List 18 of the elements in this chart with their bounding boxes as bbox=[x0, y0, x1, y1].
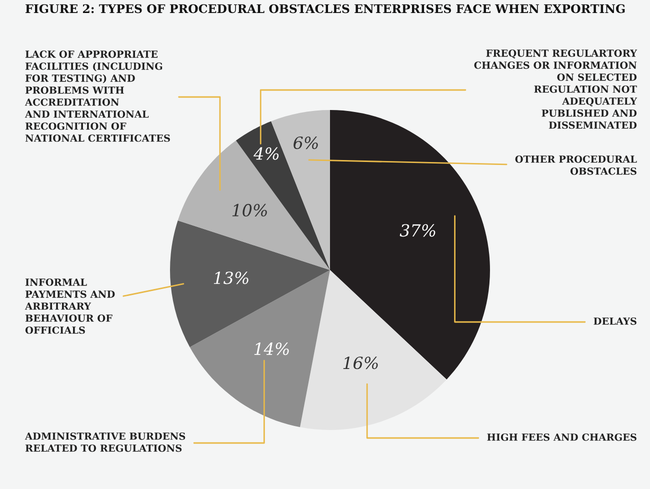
slice-label: INFORMAL PAYMENTS AND ARBITRARY BEHAVIOUR OF OFFICIALS bbox=[24, 278, 115, 334]
slice-label: HIGH FEES AND CHARGES bbox=[487, 433, 636, 441]
pie-slice bbox=[190, 270, 330, 428]
slice-label: OTHER PROCEDURAL OBSTACLES bbox=[515, 155, 637, 175]
slice-label: ADMINISTRATIVE BURDENS RELATED TO REGULATIONS bbox=[24, 432, 186, 452]
pie-slice bbox=[300, 270, 447, 430]
pie-slice bbox=[330, 110, 490, 380]
data-label: 16% bbox=[343, 356, 378, 370]
chart-title: FIGURE 2: TYPES OF PROCEDURAL OBSTACLES ENTERPRISES FACE WHEN EXPORTING bbox=[26, 4, 625, 14]
data-label: 6% bbox=[294, 136, 318, 150]
slice-label: FREQUENT REGULARTORY CHANGES OR INFORMATION ON SELECTED REGULATION NOT ADEQUATELY PUBLISHED AND DISSEMINATED bbox=[474, 49, 638, 129]
slice-label: LACK OF APPROPRIATE FACILITIES (INCLUDING FOR TESTING) AND PROBLEMS WITH ACCREDITATION AND INTERNATIONAL RECOGNITION OF NATIONAL CERTIFICATES bbox=[24, 50, 170, 142]
data-label: 14% bbox=[254, 342, 289, 356]
data-label: 4% bbox=[254, 147, 279, 160]
slice-label: DELAYS bbox=[594, 317, 636, 325]
data-label: 13% bbox=[214, 272, 248, 284]
data-label: 10% bbox=[232, 204, 267, 217]
data-label: 37% bbox=[400, 224, 436, 237]
